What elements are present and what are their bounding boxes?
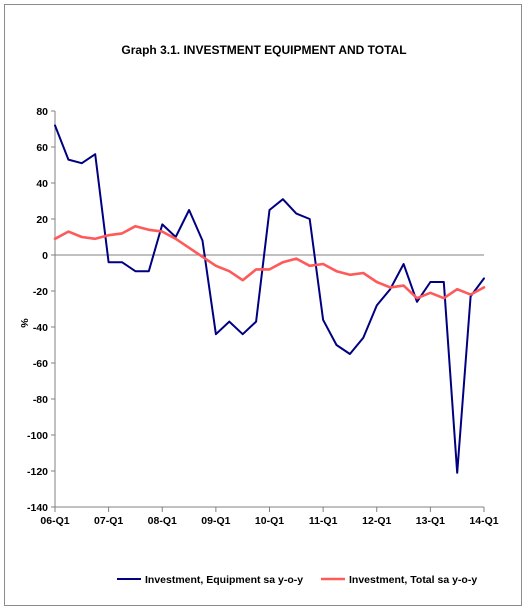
x-tick-label: 13-Q1 — [416, 515, 445, 527]
legend: Investment, Equipment sa y-o-y Investment… — [117, 574, 477, 586]
chart-title: Graph 3.1. INVESTMENT EQUIPMENT AND TOTA… — [121, 43, 406, 57]
y-tick-label: -140 — [27, 502, 48, 514]
x-tick-label: 06-Q1 — [40, 515, 69, 527]
y-tick-label: 80 — [36, 106, 48, 118]
x-tick-label: 10-Q1 — [255, 515, 284, 527]
x-tick-label: 09-Q1 — [201, 515, 230, 527]
y-tick-label: -40 — [33, 322, 48, 334]
x-tick-label: 07-Q1 — [94, 515, 123, 527]
y-tick-label: -100 — [27, 430, 48, 442]
chart-frame: Graph 3.1. INVESTMENT EQUIPMENT AND TOTA… — [4, 4, 522, 606]
legend-label-2: Investment, Total sa y-o-y — [349, 574, 477, 586]
y-tick-label: -60 — [33, 358, 48, 370]
y-tick-label: -80 — [33, 394, 48, 406]
x-tick-label: 12-Q1 — [362, 515, 391, 527]
y-tick-label: -120 — [27, 466, 48, 478]
y-axis-label: % — [18, 318, 30, 328]
y-tick-label: 0 — [42, 250, 48, 262]
y-tick-label: 20 — [36, 214, 48, 226]
y-tick-label: 60 — [36, 142, 48, 154]
legend-label-1: Investment, Equipment sa y-o-y — [145, 574, 303, 586]
y-tick-label: -20 — [33, 286, 48, 298]
x-tick-label: 11-Q1 — [309, 515, 338, 527]
series-line-2 — [53, 224, 486, 300]
y-tick-label: 40 — [36, 178, 48, 190]
series-line-1 — [54, 124, 485, 474]
x-tick-label: 08-Q1 — [148, 515, 177, 527]
line-chart: Graph 3.1. INVESTMENT EQUIPMENT AND TOTA… — [18, 43, 499, 586]
x-tick-label: 14-Q1 — [469, 515, 498, 527]
